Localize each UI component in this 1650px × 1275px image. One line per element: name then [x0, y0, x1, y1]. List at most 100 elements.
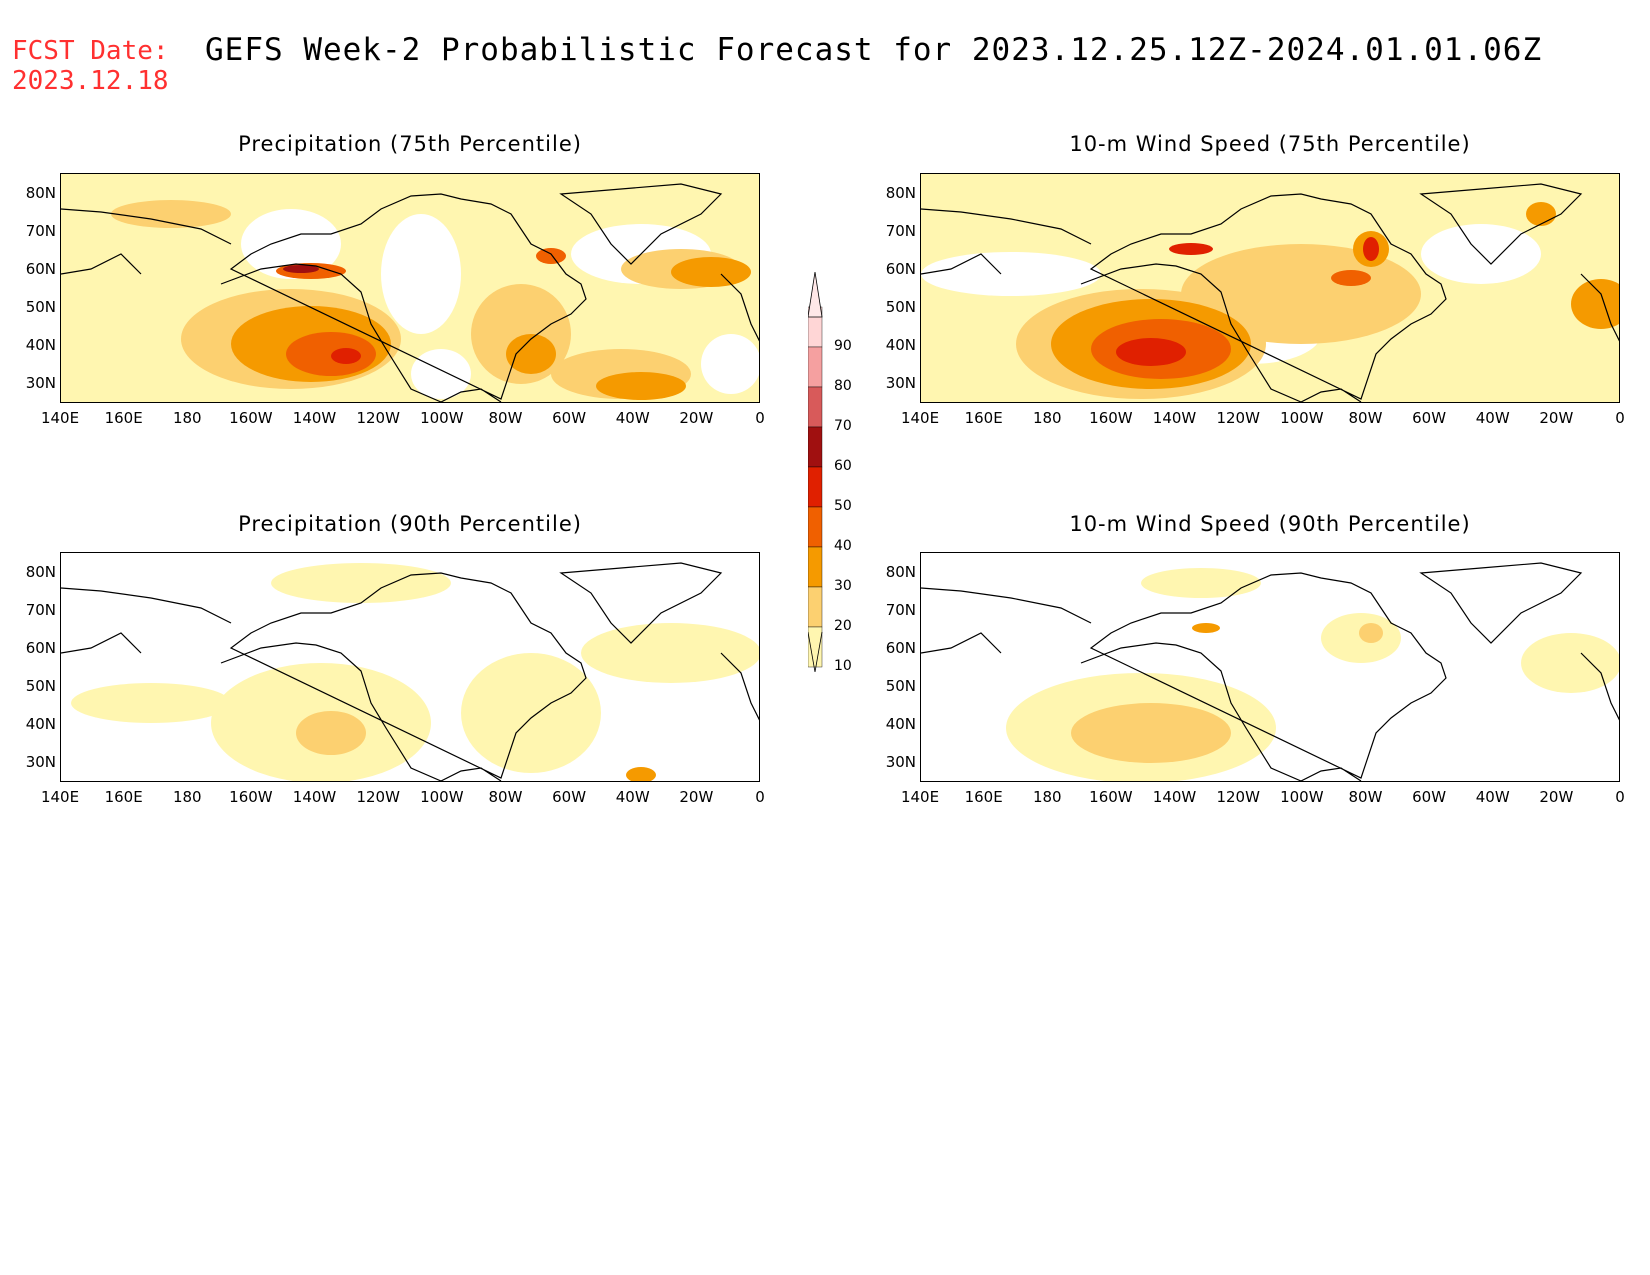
lon-label: 40W [615, 409, 650, 427]
colorbar-label: 90 [834, 338, 852, 354]
colorbar: 90 80 70 60 50 40 30 20 10 [808, 272, 868, 674]
lon-label: 160W [1089, 409, 1133, 427]
lat-label: 50N [885, 298, 916, 316]
panel-wind-90: 10-m Wind Speed (90th Percentile) [860, 510, 1620, 810]
lon-label: 140W [1152, 409, 1197, 427]
lon-label: 80W [1348, 788, 1383, 806]
lat-label: 30N [25, 374, 56, 392]
page-title: GEFS Week-2 Probabilistic Forecast for 2… [205, 32, 1543, 68]
map-wind-75 [920, 173, 1620, 403]
colorbar-swatch [808, 626, 823, 668]
lon-label: 140E [40, 409, 80, 427]
lon-label: 20W [679, 409, 714, 427]
lat-label: 50N [25, 298, 56, 316]
colorbar-label: 10 [834, 658, 852, 674]
lat-label: 70N [885, 222, 916, 240]
lon-label: 160E [964, 409, 1003, 427]
lon-label: 160E [964, 788, 1003, 806]
colorbar-label: 60 [834, 458, 852, 474]
map-wind-90-svg [921, 553, 1619, 781]
panel-title: Precipitation (90th Percentile) [238, 512, 582, 536]
colorbar-label: 40 [834, 538, 852, 554]
lon-label: 160E [104, 788, 143, 806]
lon-label: 140W [292, 788, 337, 806]
lat-label: 60N [885, 260, 916, 278]
colorbar-label: 80 [834, 378, 852, 394]
lat-label: 80N [885, 563, 916, 581]
lon-label: 160W [229, 788, 273, 806]
lat-label: 40N [25, 715, 56, 733]
map-wind-90 [920, 552, 1620, 782]
lon-label: 140W [292, 409, 337, 427]
lon-label: 80W [1348, 409, 1383, 427]
panel-title: 10-m Wind Speed (90th Percentile) [1069, 512, 1471, 536]
lat-label: 80N [25, 184, 56, 202]
map-precip-75 [60, 173, 760, 403]
colorbar-swatch [808, 386, 823, 428]
colorbar-swatch [808, 346, 823, 388]
panel-precip-90: Precipitation (90th Percentile) [0, 510, 760, 810]
panel-precip-75: Precipitation (75th Percentile) [0, 130, 760, 430]
colorbar-swatch [808, 506, 823, 548]
lat-label: 30N [885, 374, 916, 392]
lon-label: 180 [172, 788, 202, 806]
forecast-date-block: FCST Date: 2023.12.18 [12, 36, 169, 96]
lon-label: 60W [552, 409, 587, 427]
lon-label: 100W [1280, 409, 1324, 427]
lon-label: 40W [615, 788, 650, 806]
colorbar-label: 70 [834, 418, 852, 434]
lat-label: 70N [885, 601, 916, 619]
lon-label: 140E [900, 409, 940, 427]
panel-title: Precipitation (75th Percentile) [238, 132, 582, 156]
lon-label: 80W [488, 409, 523, 427]
lon-label: 120W [1216, 788, 1260, 806]
lon-label: 160W [1089, 788, 1133, 806]
lon-label: 140E [40, 788, 80, 806]
panel-title: 10-m Wind Speed (75th Percentile) [1069, 132, 1471, 156]
lat-label: 30N [885, 753, 916, 771]
lat-label: 60N [25, 260, 56, 278]
lat-label: 40N [25, 336, 56, 354]
lat-label: 70N [25, 601, 56, 619]
forecast-date-label: FCST Date: [12, 36, 169, 66]
lon-label: 180 [172, 409, 202, 427]
lon-label: 0 [1615, 788, 1625, 806]
colorbar-label: 20 [834, 618, 852, 634]
lat-label: 40N [885, 336, 916, 354]
lat-label: 40N [885, 715, 916, 733]
lon-label: 60W [552, 788, 587, 806]
map-precip-90 [60, 552, 760, 782]
colorbar-swatch [808, 586, 823, 628]
lon-label: 40W [1475, 788, 1510, 806]
lat-label: 60N [885, 639, 916, 657]
lon-label: 140W [1152, 788, 1197, 806]
lon-label: 0 [755, 409, 765, 427]
lon-label: 160E [104, 409, 143, 427]
forecast-date-value: 2023.12.18 [12, 66, 169, 96]
lon-label: 120W [1216, 409, 1260, 427]
lat-label: 70N [25, 222, 56, 240]
lon-label: 120W [356, 409, 400, 427]
colorbar-label: 30 [834, 578, 852, 594]
lat-label: 80N [25, 563, 56, 581]
lon-label: 120W [356, 788, 400, 806]
lon-label: 0 [755, 788, 765, 806]
lon-label: 160W [229, 409, 273, 427]
lon-label: 100W [1280, 788, 1324, 806]
lon-label: 60W [1412, 409, 1447, 427]
lon-label: 180 [1032, 788, 1062, 806]
lon-label: 140E [900, 788, 940, 806]
lon-label: 100W [420, 409, 464, 427]
lon-label: 20W [1539, 409, 1574, 427]
lon-label: 20W [679, 788, 714, 806]
map-wind-75-svg [921, 174, 1619, 402]
map-precip-75-svg [61, 174, 759, 402]
lat-label: 50N [885, 677, 916, 695]
lon-label: 60W [1412, 788, 1447, 806]
lon-label: 40W [1475, 409, 1510, 427]
colorbar-label: 50 [834, 498, 852, 514]
panel-wind-75: 10-m Wind Speed (75th Percentile) [860, 130, 1620, 430]
colorbar-swatch [808, 546, 823, 588]
map-precip-90-svg [61, 553, 759, 781]
colorbar-svg [808, 272, 823, 672]
